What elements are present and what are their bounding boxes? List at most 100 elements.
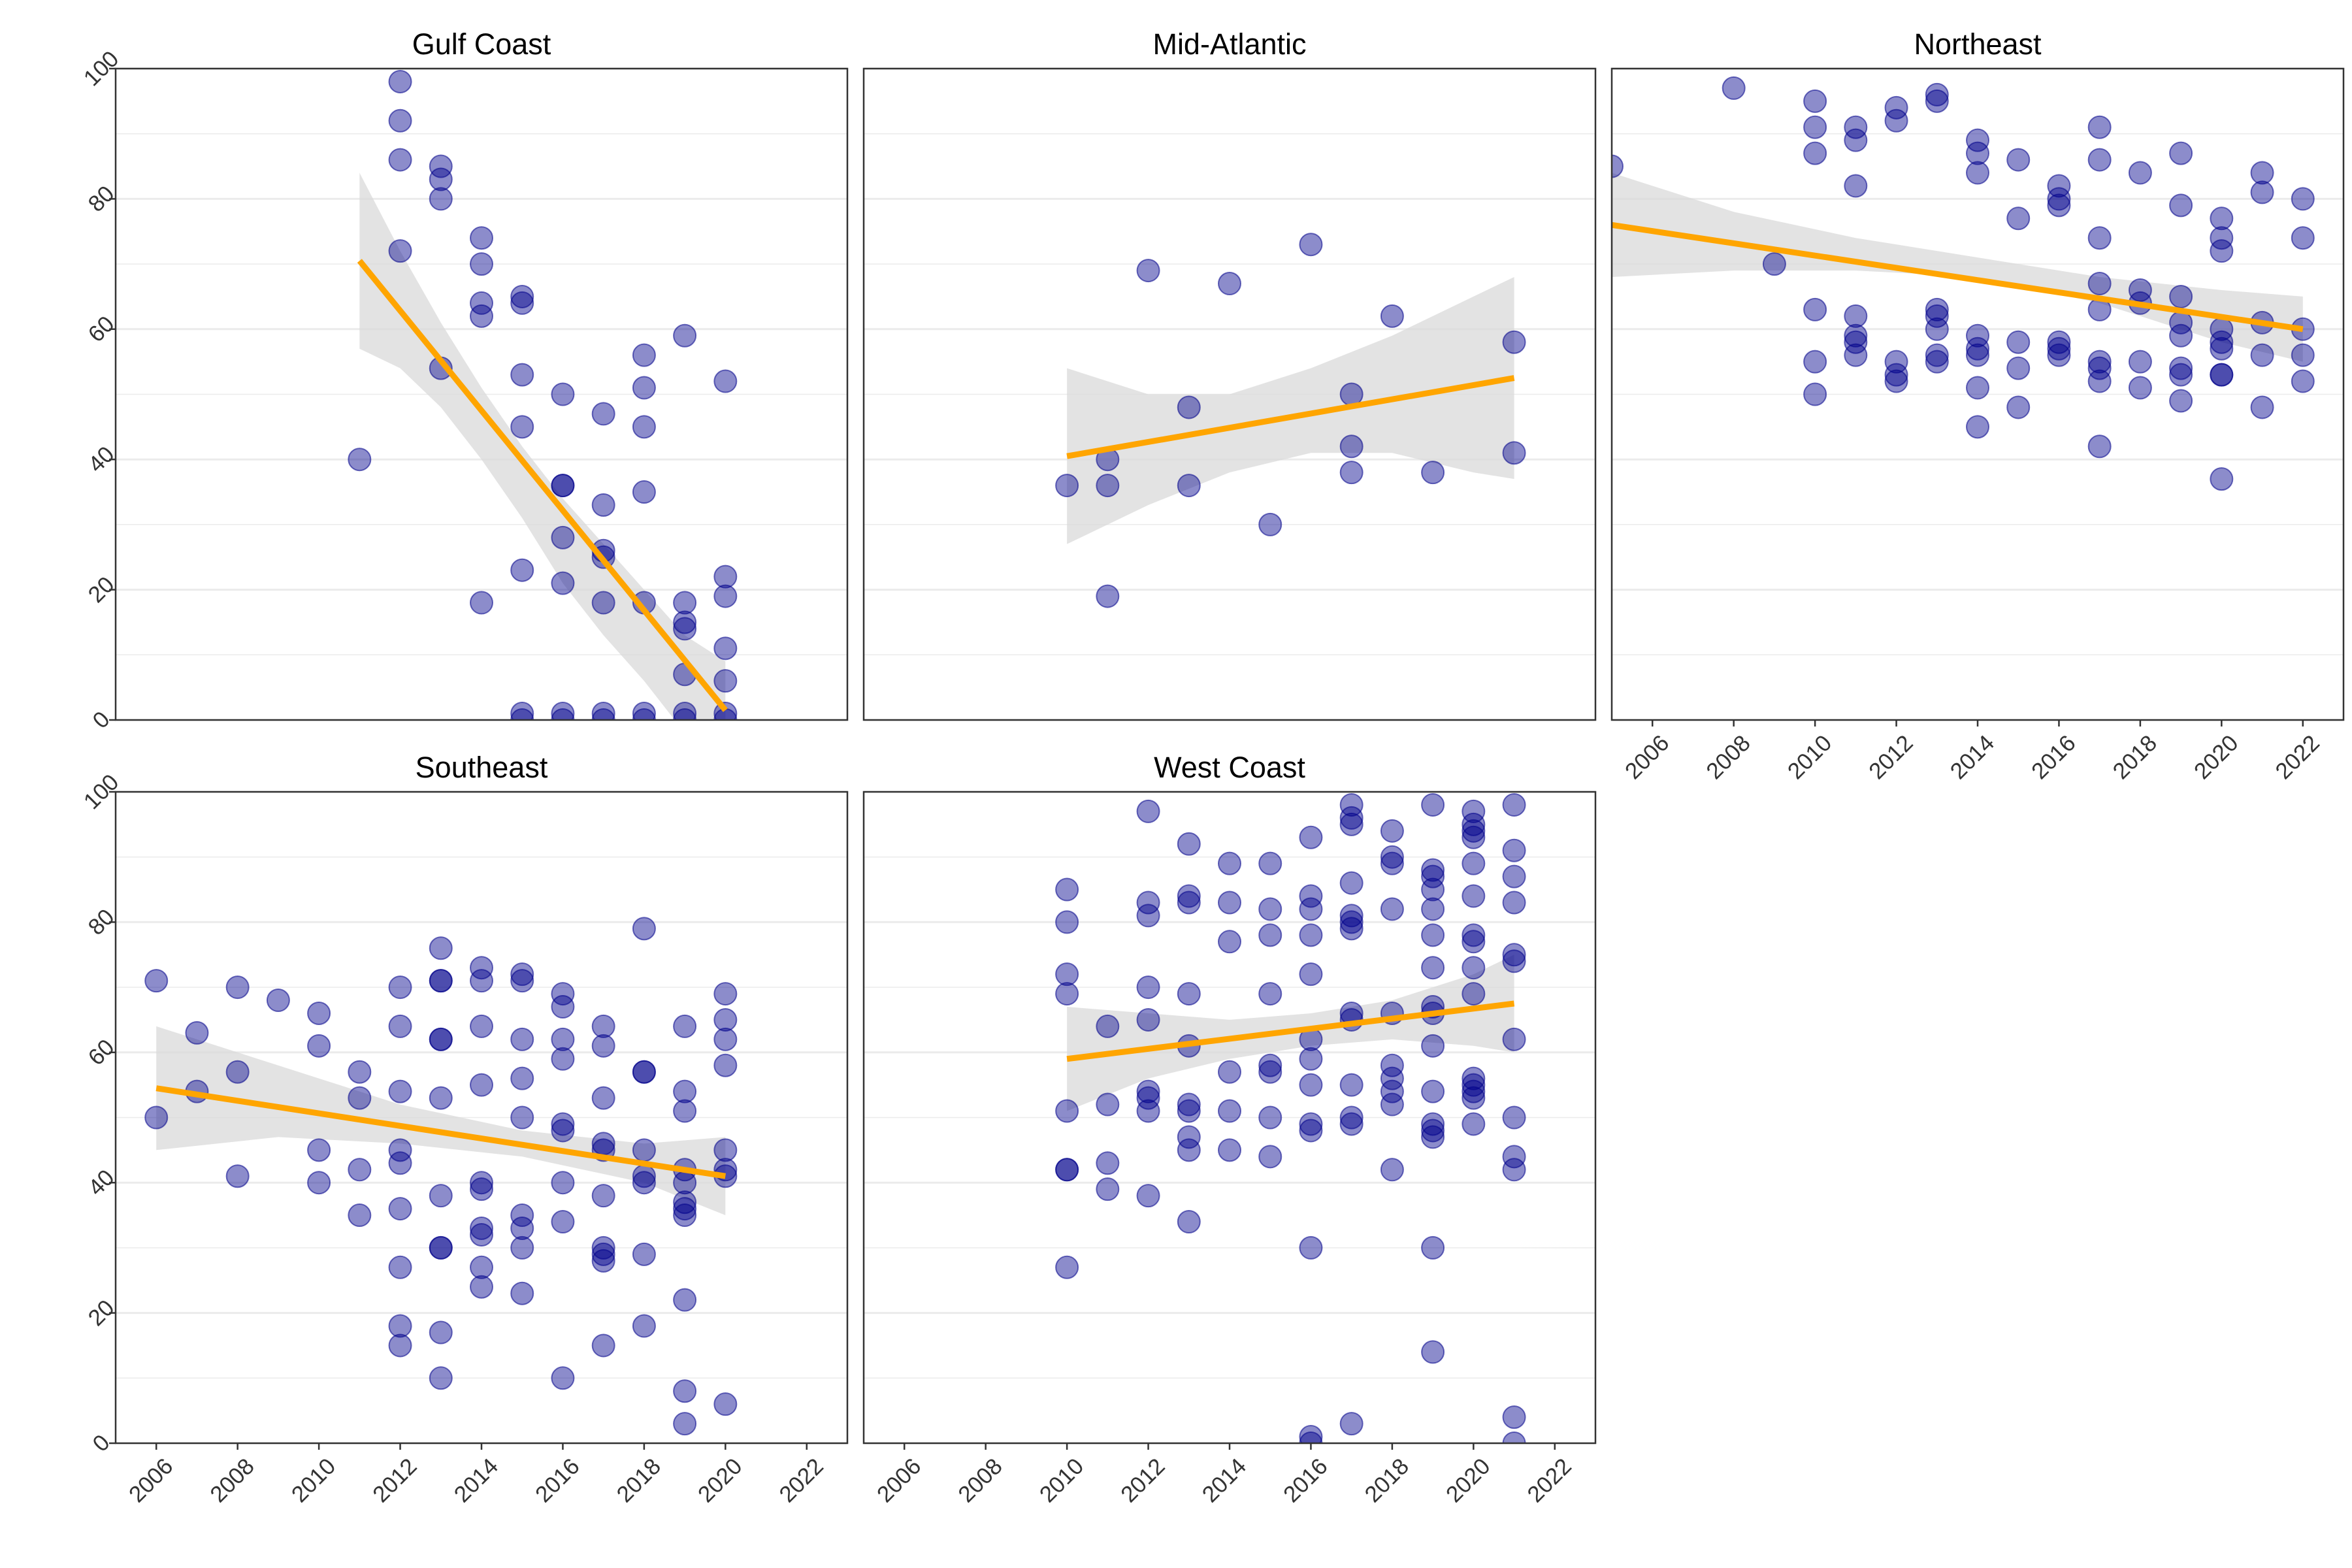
data-point: [185, 1021, 209, 1045]
data-point: [1299, 1073, 1323, 1097]
data-point: [1803, 382, 1827, 406]
data-point: [429, 969, 453, 993]
data-point: [1055, 962, 1079, 987]
data-point: [388, 1314, 412, 1338]
data-point: [388, 975, 412, 1000]
data-point: [1055, 474, 1079, 498]
trend-line: [1066, 1000, 1515, 1062]
data-point: [1339, 1073, 1364, 1097]
data-point: [1258, 923, 1282, 947]
data-point: [2087, 226, 2112, 250]
data-point: [1258, 512, 1282, 536]
data-point: [388, 148, 412, 172]
data-point: [632, 343, 656, 367]
data-point: [388, 1255, 412, 1279]
data-point: [1339, 1412, 1364, 1436]
data-point: [1462, 819, 1486, 843]
data-point: [1803, 141, 1827, 165]
data-point: [1502, 943, 1526, 967]
data-point: [632, 1242, 656, 1266]
data-point: [673, 1288, 697, 1312]
data-point: [713, 1053, 738, 1077]
data-point: [1421, 858, 1445, 882]
x-tick-label: 2018: [612, 1454, 666, 1508]
data-point: [1299, 1112, 1323, 1136]
data-point: [673, 617, 697, 641]
data-point: [429, 1320, 453, 1345]
data-point: [551, 525, 575, 549]
x-tick-label: 2010: [1035, 1454, 1089, 1508]
x-tick-label: 2018: [2108, 730, 2162, 785]
data-point: [1884, 369, 1908, 393]
data-point: [2291, 226, 2315, 250]
data-point: [510, 1235, 534, 1260]
data-point: [1884, 95, 1908, 120]
data-point: [1177, 1138, 1201, 1162]
data-point: [591, 1034, 615, 1058]
data-point: [673, 1412, 697, 1436]
data-point: [1299, 897, 1323, 921]
data-point: [1055, 982, 1079, 1006]
data-point: [1462, 930, 1486, 954]
data-point: [1096, 474, 1120, 498]
facet-mid-atlantic: Mid-Atlantic: [862, 27, 1597, 721]
data-point: [1844, 174, 1868, 198]
data-point: [713, 1007, 738, 1032]
data-point: [1502, 1431, 1526, 1443]
data-point: [348, 1086, 372, 1110]
data-point: [551, 702, 575, 720]
data-point: [1380, 897, 1404, 921]
data-point: [2087, 369, 2112, 393]
data-point: [2128, 161, 2152, 185]
data-point: [225, 975, 250, 1000]
data-point: [1218, 1060, 1241, 1084]
data-point: [2291, 343, 2315, 367]
data-point: [1218, 1138, 1241, 1162]
data-point: [388, 1138, 412, 1162]
x-tick-label: 2012: [1864, 730, 1918, 785]
data-point: [1339, 461, 1364, 485]
facet-title: Gulf Coast: [412, 27, 551, 61]
y-tick-label: 40: [83, 442, 119, 478]
data-point: [1136, 1099, 1160, 1123]
data-point: [1299, 1119, 1323, 1143]
data-point: [470, 1014, 493, 1038]
x-axis: 2006 2008 2010 2012 2014 2016 2018 2020 2022: [1620, 720, 2325, 784]
data-point: [1299, 962, 1323, 987]
data-point: [1258, 1053, 1282, 1077]
data-point: [2210, 239, 2234, 263]
data-point: [348, 448, 372, 472]
data-point: [470, 252, 493, 276]
data-point: [1299, 233, 1323, 257]
data-point: [388, 1014, 412, 1038]
data-point: [1380, 1079, 1404, 1103]
data-point: [1299, 1425, 1323, 1443]
data-point: [551, 995, 575, 1019]
data-point: [2006, 395, 2031, 419]
data-point: [470, 591, 493, 615]
data-point: [2006, 330, 2031, 354]
data-point: [673, 1203, 697, 1228]
data-points: [1055, 233, 1526, 608]
data-point: [266, 988, 290, 1013]
data-point: [1177, 832, 1201, 856]
data-point: [673, 708, 697, 720]
facet-title: Northeast: [1914, 27, 2042, 61]
data-point: [591, 1249, 615, 1273]
data-point: [307, 1171, 331, 1195]
data-point: [510, 415, 534, 439]
data-point: [632, 708, 656, 720]
data-point: [1299, 1047, 1323, 1071]
data-point: [632, 1138, 656, 1162]
data-point: [1136, 799, 1160, 823]
data-point: [388, 1079, 412, 1103]
data-point: [429, 1027, 453, 1051]
data-point: [1421, 1119, 1445, 1143]
data-point: [713, 982, 738, 1006]
data-point: [713, 669, 738, 693]
data-point: [632, 1060, 656, 1084]
data-point: [1096, 1092, 1120, 1117]
data-point: [1502, 1145, 1526, 1169]
data-point: [1803, 89, 1827, 113]
data-point: [2128, 376, 2152, 400]
